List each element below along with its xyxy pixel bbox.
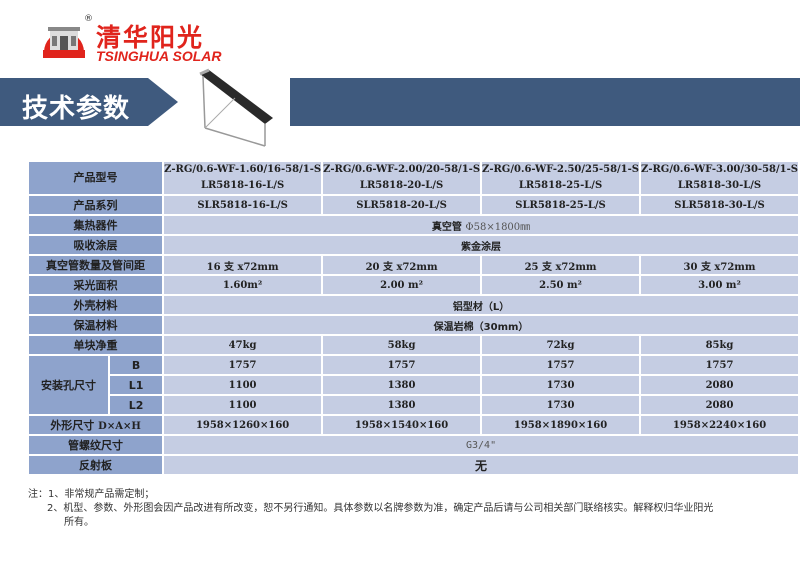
- table-cell: 1958×1890×160: [482, 416, 640, 434]
- table-cell: 85kg: [641, 336, 798, 354]
- table-cell: Z-RG/0.6-WF-3.00/30-58/1-S LR5818-30-L/S: [641, 162, 798, 194]
- table-cell: 1380: [323, 396, 481, 414]
- note-2-continued: 所有。: [64, 517, 94, 528]
- solar-collector-image: [199, 68, 273, 147]
- table-cell: 16 支 x72mm: [164, 256, 322, 274]
- table-row-dims: 外形尺寸 D×A×H 1958×1260×160 1958×1540×160 1…: [29, 416, 798, 434]
- row-label: 单块净重: [29, 336, 163, 354]
- table-row-reflector: 反射板 无: [29, 456, 798, 474]
- table-cell: 无: [164, 456, 798, 474]
- table-cell: Z-RG/0.6-WF-2.50/25-58/1-S LR5818-25-L/S: [482, 162, 640, 194]
- row-label: 安装孔尺寸: [29, 356, 108, 414]
- table-cell: SLR5818-16-L/S: [164, 196, 322, 214]
- row-label: 真空管数量及管间距: [29, 256, 163, 274]
- table-cell: 47kg: [164, 336, 322, 354]
- table-row-insulation: 保温材料 保温岩棉（30mm）: [29, 316, 798, 334]
- row-label: 外壳材料: [29, 296, 163, 314]
- table-cell: 1757: [482, 356, 640, 374]
- table-cell: 1730: [482, 376, 640, 394]
- table-cell: 1757: [323, 356, 481, 374]
- note-1: 注：1、非常规产品需定制；: [28, 489, 155, 500]
- table-cell: 1958×2240×160: [641, 416, 798, 434]
- table-row-thread: 管螺纹尺寸 G3/4": [29, 436, 798, 454]
- row-label: 集热器件: [29, 216, 163, 234]
- sub-row-label: B: [109, 356, 163, 374]
- table-cell: Z-RG/0.6-WF-2.00/20-58/1-S LR5818-20-L/S: [323, 162, 481, 194]
- table-cell: 2.00 m²: [323, 276, 481, 294]
- footnotes: 注：1、非常规产品需定制； 2、机型、参数、外形图会因产品改进有所改变，恕不另行…: [28, 488, 713, 530]
- row-label: 反射板: [29, 456, 163, 474]
- banner-bar: [290, 78, 800, 126]
- table-cell: 1380: [323, 376, 481, 394]
- company-logo: ® 清华阳光 TSINGHUA SOLAR: [40, 14, 222, 64]
- table-row-model: 产品型号 Z-RG/0.6-WF-1.60/16-58/1-S LR5818-16…: [29, 162, 798, 194]
- table-cell: SLR5818-25-L/S: [482, 196, 640, 214]
- table-cell: 2.50 m²: [482, 276, 640, 294]
- page-title: 技术参数: [22, 94, 131, 124]
- table-cell: 1958×1260×160: [164, 416, 322, 434]
- table-cell: 1.60m²: [164, 276, 322, 294]
- table-cell: G3/4": [164, 436, 798, 454]
- table-cell: 20 支 x72mm: [323, 256, 481, 274]
- table-cell: 保温岩棉（30mm）: [164, 316, 798, 334]
- table-row-mount-l1: L1 1100 1380 1730 2080: [29, 376, 798, 394]
- table-cell: 2080: [641, 396, 798, 414]
- section-banner: [0, 78, 178, 126]
- table-row-series: 产品系列 SLR5818-16-L/S SLR5818-20-L/S SLR58…: [29, 196, 798, 214]
- row-label: 外形尺寸 D×A×H: [29, 416, 163, 434]
- table-row-mount-l2: L2 1100 1380 1730 2080: [29, 396, 798, 414]
- logo-chinese-name: 清华阳光: [96, 23, 205, 52]
- table-cell: 1100: [164, 376, 322, 394]
- row-label: 产品型号: [29, 162, 163, 194]
- table-cell: 72kg: [482, 336, 640, 354]
- table-cell: 铝型材（L）: [164, 296, 798, 314]
- row-label: 采光面积: [29, 276, 163, 294]
- table-cell: 真空管 Φ58×1800㎜: [164, 216, 798, 234]
- spec-table: 产品型号 Z-RG/0.6-WF-1.60/16-58/1-S LR5818-16…: [27, 160, 800, 476]
- sub-row-label: L2: [109, 396, 163, 414]
- table-cell: 3.00 m²: [641, 276, 798, 294]
- table-cell: 紫金涂层: [164, 236, 798, 254]
- table-cell: 58kg: [323, 336, 481, 354]
- table-cell: 1757: [164, 356, 322, 374]
- note-2: 2、机型、参数、外形图会因产品改进有所改变，恕不另行通知。具体参数以名牌参数为准…: [47, 503, 714, 514]
- table-cell: SLR5818-20-L/S: [323, 196, 481, 214]
- logo-badge-icon: [43, 27, 85, 58]
- row-label: 保温材料: [29, 316, 163, 334]
- table-row-weight: 单块净重 47kg 58kg 72kg 85kg: [29, 336, 798, 354]
- table-row-mount-b: 安装孔尺寸 B 1757 1757 1757 1757: [29, 356, 798, 414]
- table-cell: SLR5818-30-L/S: [641, 196, 798, 214]
- sub-row-label: L1: [109, 376, 163, 394]
- table-cell: 1100: [164, 396, 322, 414]
- table-cell: 1730: [482, 396, 640, 414]
- table-row-tubes: 真空管数量及管间距 16 支 x72mm 20 支 x72mm 25 支 x72…: [29, 256, 798, 274]
- row-label: 管螺纹尺寸: [29, 436, 163, 454]
- table-row-shell: 外壳材料 铝型材（L）: [29, 296, 798, 314]
- table-cell: 2080: [641, 376, 798, 394]
- logo-english-name: TSINGHUA SOLAR: [96, 48, 222, 64]
- row-label: 产品系列: [29, 196, 163, 214]
- table-cell: 25 支 x72mm: [482, 256, 640, 274]
- row-label: 吸收涂层: [29, 236, 163, 254]
- table-row-area: 采光面积 1.60m² 2.00 m² 2.50 m² 3.00 m²: [29, 276, 798, 294]
- registered-mark: ®: [84, 14, 93, 24]
- table-cell: Z-RG/0.6-WF-1.60/16-58/1-S LR5818-16-L/S: [164, 162, 322, 194]
- table-row-coating: 吸收涂层 紫金涂层: [29, 236, 798, 254]
- table-cell: 1958×1540×160: [323, 416, 481, 434]
- table-cell: 1757: [641, 356, 798, 374]
- table-cell: 30 支 x72mm: [641, 256, 798, 274]
- table-row-collector: 集热器件 真空管 Φ58×1800㎜: [29, 216, 798, 234]
